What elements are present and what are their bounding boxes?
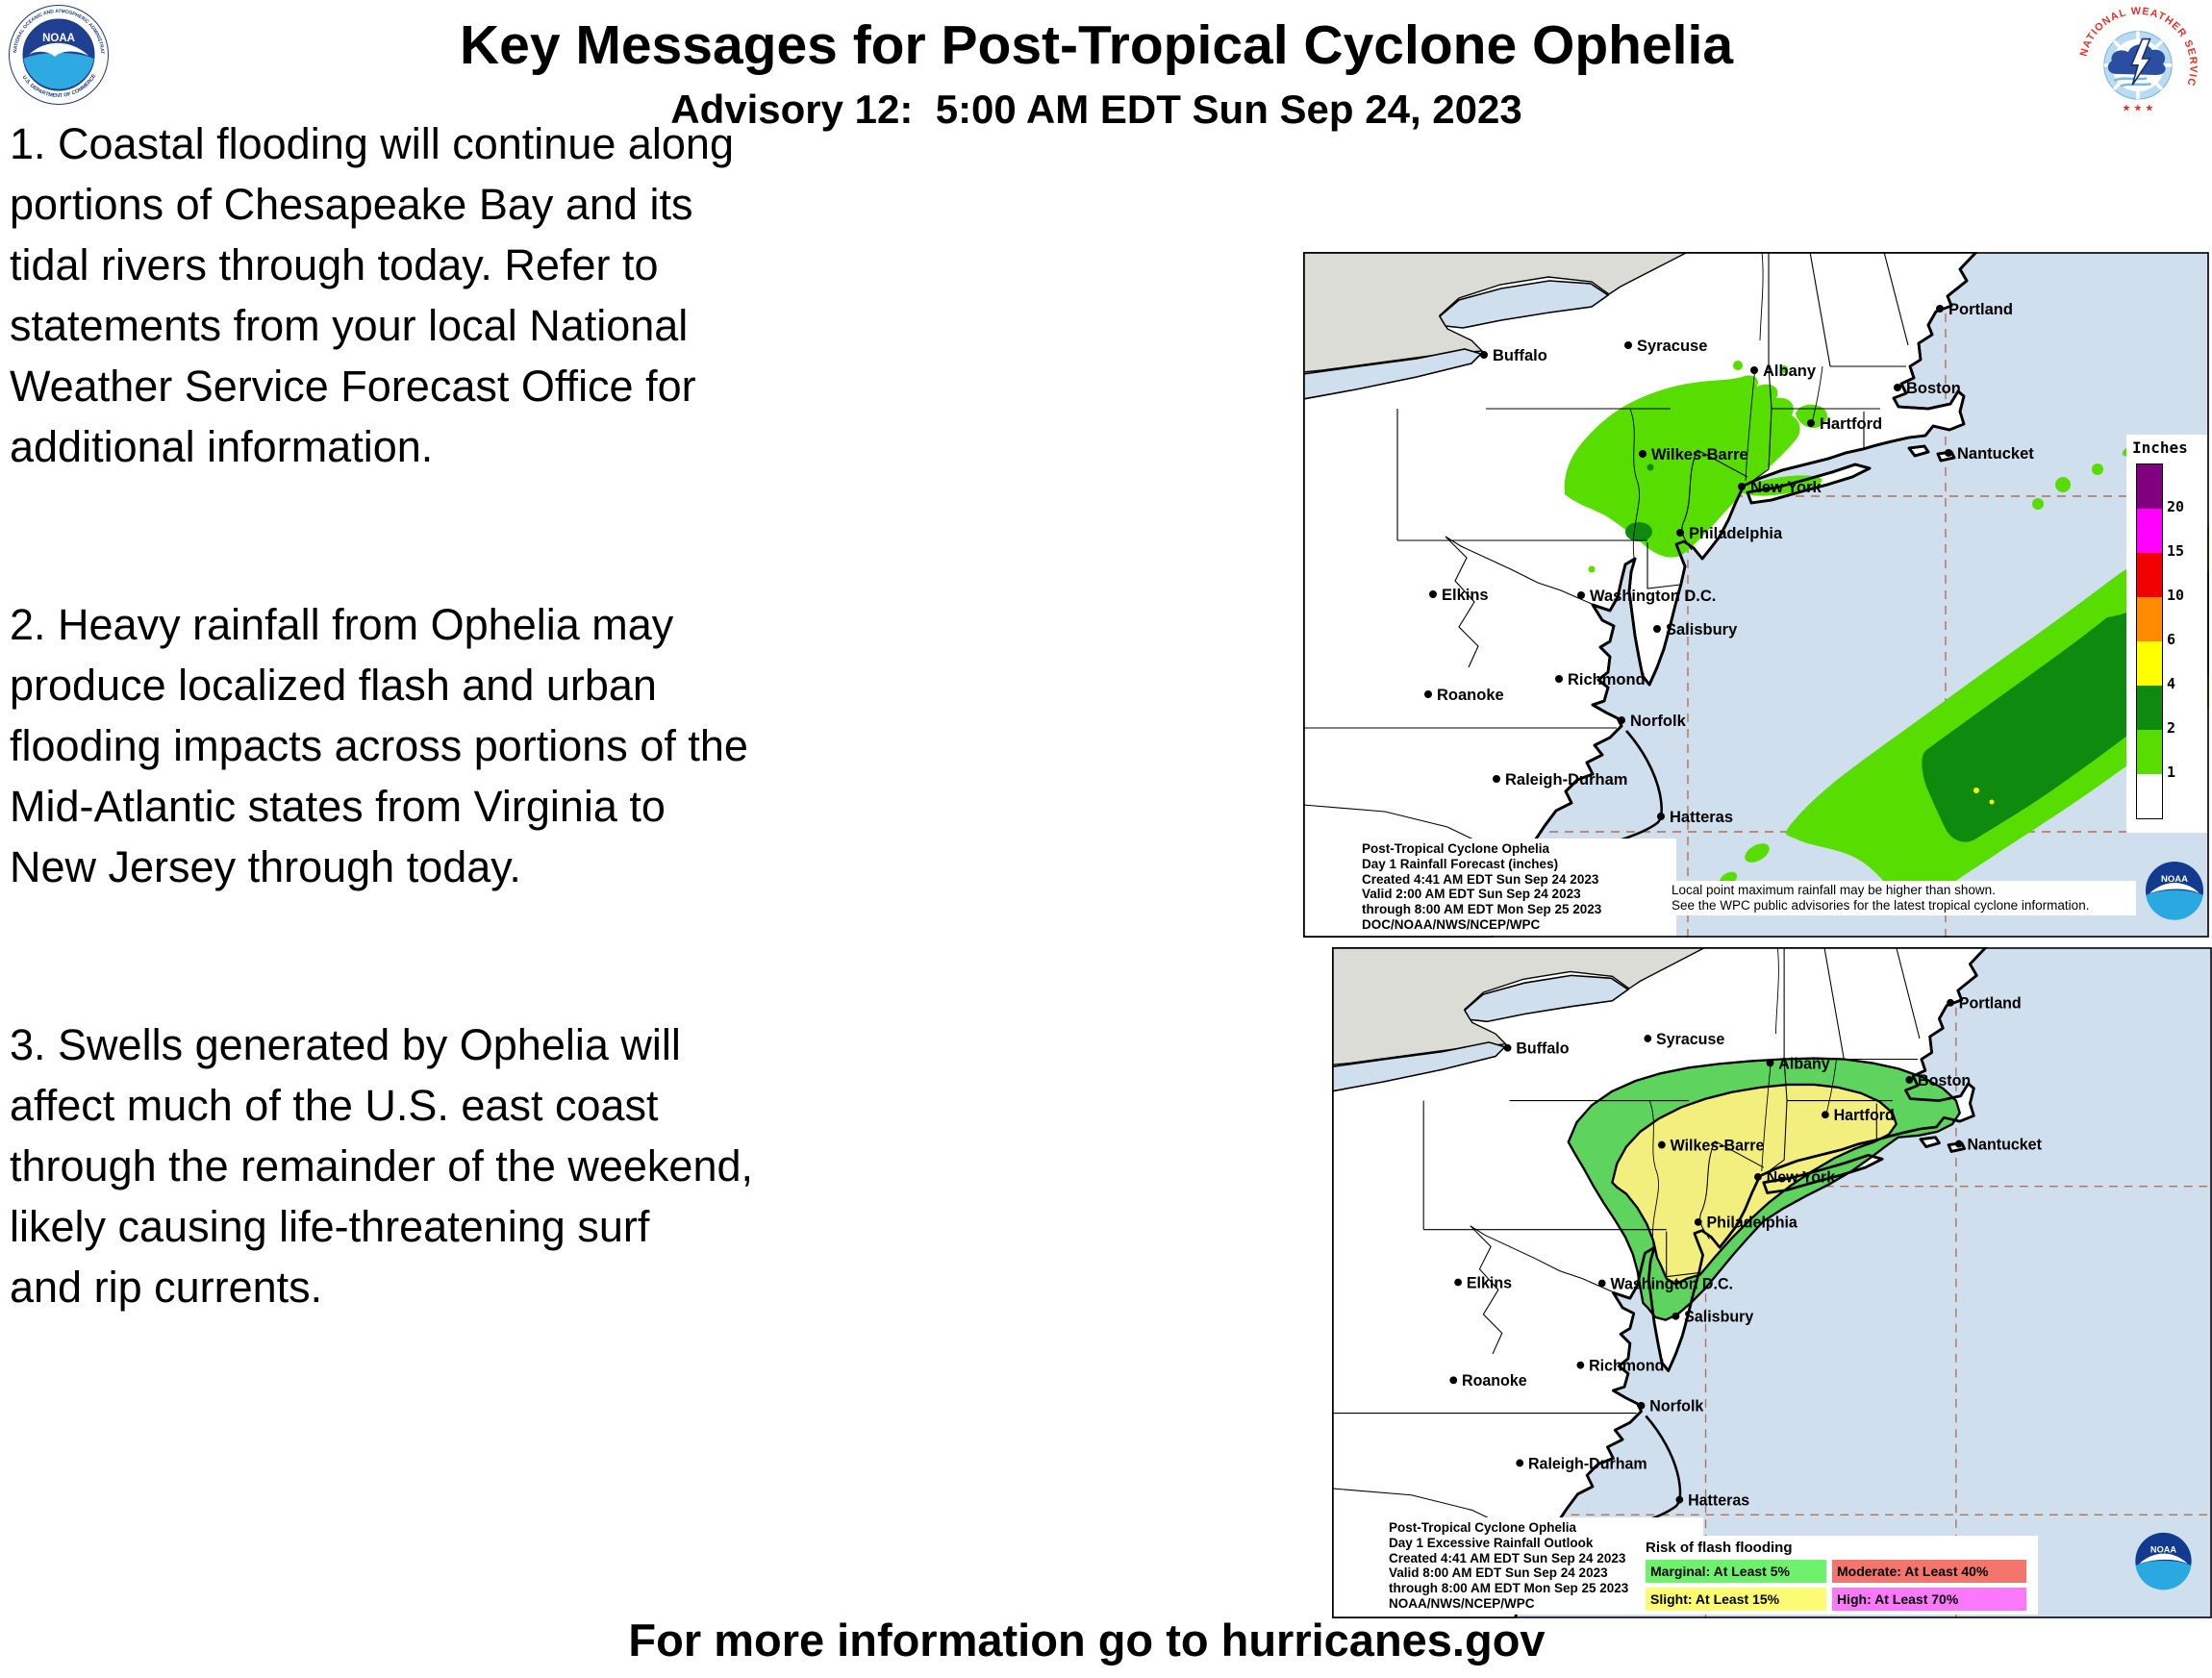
- flash-flood-risk-legend: Risk of flash flooding Marginal: At Leas…: [1640, 1536, 2038, 1615]
- noaa-seal-text: NOAA: [42, 33, 75, 44]
- key-message-3: 3. Swells generated by Ophelia will affe…: [10, 1020, 753, 1312]
- map-frame: [1303, 252, 2209, 938]
- legend-tick-15: 15: [2167, 542, 2185, 560]
- map1-info-block: Post-Tropical Cyclone Ophelia Day 1 Rain…: [1357, 839, 1676, 936]
- risk-item-moderate: Moderate: At Least 40%: [1832, 1560, 2026, 1583]
- outlook-map-svg: -70: [1332, 947, 2212, 1618]
- noaa-logo: NOAA NATIONAL OCEANIC AND ATMOSPHERIC AD…: [9, 5, 109, 105]
- excessive-rainfall-outlook-map: -70 Post-Tropical Cyclone Ophelia Day 1 …: [1332, 947, 2212, 1618]
- legend-tick-20: 20: [2167, 498, 2185, 515]
- key-message-2: 2. Heavy rainfall from Ophelia may produ…: [10, 600, 748, 891]
- legend-tick-2: 2: [2167, 719, 2176, 737]
- noaa-logo-small: [2146, 862, 2203, 920]
- footer-info-line: For more information go to hurricanes.go…: [628, 1615, 1546, 1665]
- key-message-1: 1. Coastal flooding will continue along …: [10, 119, 734, 471]
- legend-color-1-2: [2137, 730, 2162, 774]
- legend-color-10-15: [2137, 553, 2162, 597]
- noaa-logo-small: [2135, 1532, 2192, 1590]
- noaa-seal-lower: [23, 53, 94, 89]
- rainfall-map-svg: Portland Buffalo Syracuse Albany Boston …: [1303, 252, 2209, 938]
- key-messages-list: 1. Coastal flooding will continue along …: [10, 113, 1212, 1435]
- advisory-subtitle: Advisory 12: 5:00 AM EDT Sun Sep 24, 202…: [670, 87, 1522, 132]
- basemap-layer: [1303, 252, 2209, 938]
- legend-color-0-1: [2137, 774, 2162, 818]
- header: Key Messages for Post-Tropical Cyclone O…: [125, 13, 2068, 133]
- rainfall-legend: Inches 20 15 10 6 4 2 1: [2126, 435, 2207, 833]
- risk-item-high: High: At Least 70%: [1832, 1588, 2026, 1611]
- legend-tick-4: 4: [2167, 675, 2176, 692]
- risk-item-marginal: Marginal: At Least 5%: [1646, 1560, 1826, 1583]
- legend-color-4-6: [2137, 641, 2162, 686]
- risk-legend-title: Risk of flash flooding: [1646, 1540, 1793, 1556]
- rainfall-legend-title: Inches: [2132, 438, 2188, 457]
- legend-color-15-20: [2137, 509, 2162, 553]
- legend-color-6-10: [2137, 597, 2162, 641]
- legend-tick-6: 6: [2167, 631, 2176, 648]
- legend-tick-10: 10: [2167, 587, 2185, 604]
- noaa-bird-icon: [29, 42, 88, 57]
- nws-waves-icon: [2113, 77, 2151, 88]
- legend-color-2-4: [2137, 686, 2162, 730]
- map1-note: Local point maximum rainfall may be high…: [1667, 881, 2136, 916]
- rainfall-forecast-map: Portland Buffalo Syracuse Albany Boston …: [1303, 252, 2209, 938]
- legend-color-20plus: [2137, 464, 2162, 509]
- map-frame: [1332, 947, 2212, 1618]
- rain-yellow-specks: [1973, 788, 1995, 805]
- nws-logo: NATIONAL WEATHER SERVICE ★ ★ ★: [2078, 6, 2199, 114]
- legend-tick-1: 1: [2167, 764, 2176, 781]
- rainfall-color-bar: [2136, 463, 2163, 819]
- slight-risk-area: [1611, 1083, 1898, 1286]
- nws-lightning-icon: [2130, 38, 2151, 86]
- nws-stars: ★ ★ ★: [2122, 103, 2153, 113]
- risk-item-slight: Slight: At Least 15%: [1646, 1588, 1826, 1611]
- page-title: Key Messages for Post-Tropical Cyclone O…: [459, 14, 1734, 76]
